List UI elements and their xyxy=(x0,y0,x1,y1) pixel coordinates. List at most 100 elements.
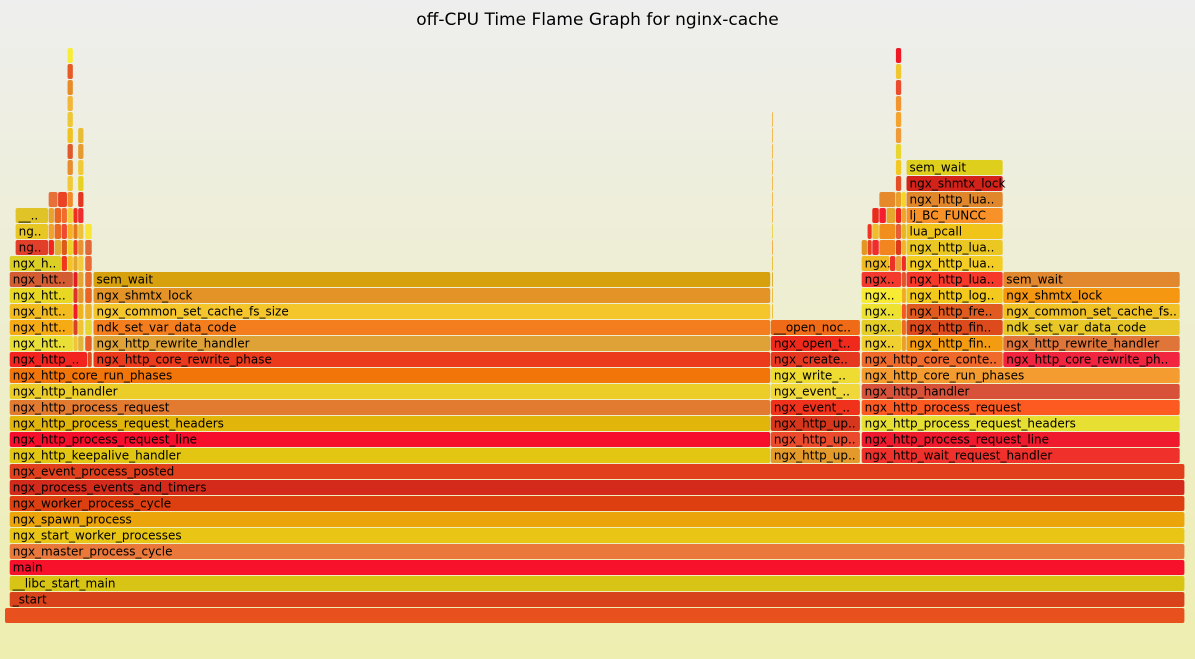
frame[interactable]: ngx_http_core_run_phases xyxy=(9,368,771,383)
frame[interactable] xyxy=(85,224,92,239)
frame[interactable] xyxy=(67,48,73,63)
frame[interactable] xyxy=(78,208,84,223)
frame[interactable]: ngx_create.. xyxy=(770,352,860,367)
frame[interactable]: ngx_common_set_cache_fs_size xyxy=(93,304,771,319)
frame[interactable]: ngx_spawn_process xyxy=(9,512,1185,527)
frame[interactable]: ngx_http_core_rewrite_ph.. xyxy=(1003,352,1180,367)
frame[interactable] xyxy=(54,208,62,223)
frame[interactable]: ngx_htt.. xyxy=(9,272,73,287)
frame[interactable] xyxy=(67,240,73,255)
frame[interactable]: ngx_htt.. xyxy=(9,336,73,351)
frame[interactable]: ngx_master_process_cycle xyxy=(9,544,1185,559)
frame[interactable]: ngx_shmtx_lock xyxy=(906,176,1006,191)
frame[interactable] xyxy=(901,320,906,335)
frame[interactable] xyxy=(67,128,73,143)
frame[interactable] xyxy=(78,160,84,175)
frame[interactable] xyxy=(78,336,84,351)
frame[interactable]: ngx_event_.. xyxy=(770,400,860,415)
frame[interactable]: ngx_http_rewrite_handler xyxy=(1003,336,1180,351)
frame[interactable]: ngx_write_.. xyxy=(770,368,860,383)
frame[interactable]: ngx_http_wait_request_handler xyxy=(861,448,1180,463)
frame[interactable]: ngx_http_up.. xyxy=(770,416,860,431)
frame[interactable] xyxy=(73,240,78,255)
frame[interactable] xyxy=(772,112,773,127)
frame[interactable] xyxy=(772,208,773,223)
frame[interactable] xyxy=(78,144,84,159)
frame[interactable] xyxy=(73,256,78,271)
frame[interactable] xyxy=(78,176,84,191)
frame[interactable]: __.. xyxy=(15,208,49,223)
frame[interactable] xyxy=(772,144,773,159)
frame[interactable]: ngx.. xyxy=(861,320,902,335)
frame[interactable] xyxy=(895,160,902,175)
frame[interactable]: main xyxy=(9,560,1185,575)
frame[interactable]: ngx_http_process_request xyxy=(9,400,771,415)
frame[interactable]: _start xyxy=(9,592,1185,607)
frame[interactable] xyxy=(61,208,67,223)
frame[interactable]: lj_BC_FUNCC xyxy=(906,208,1003,223)
frame[interactable]: ngx.. xyxy=(861,288,902,303)
frame[interactable] xyxy=(895,64,902,79)
frame[interactable] xyxy=(901,304,906,319)
frame[interactable] xyxy=(67,112,73,127)
frame[interactable] xyxy=(73,288,78,303)
frame[interactable]: sem_wait xyxy=(93,272,771,287)
frame[interactable]: __libc_start_main xyxy=(9,576,1185,591)
frame[interactable]: ngx_http_process_request xyxy=(861,400,1180,415)
frame[interactable] xyxy=(78,240,84,255)
frame[interactable]: __open_noc.. xyxy=(770,320,860,335)
frame[interactable] xyxy=(67,208,73,223)
frame[interactable] xyxy=(5,608,1185,623)
frame[interactable]: ngx_http_core_rewrite_phase xyxy=(93,352,771,367)
frame[interactable]: ngx_http_fin.. xyxy=(906,320,1003,335)
frame[interactable]: sem_wait xyxy=(1003,272,1180,287)
frame[interactable] xyxy=(67,80,73,95)
frame[interactable] xyxy=(895,96,902,111)
frame[interactable]: ngx_http_process_request_headers xyxy=(861,416,1180,431)
frame[interactable] xyxy=(78,304,84,319)
frame[interactable]: ngx_http_up.. xyxy=(770,432,860,447)
frame[interactable] xyxy=(867,240,872,255)
frame[interactable] xyxy=(78,272,84,287)
frame[interactable] xyxy=(895,208,902,223)
frame[interactable] xyxy=(61,256,67,271)
frame[interactable]: ngx_http_fin.. xyxy=(906,336,1003,351)
frame[interactable] xyxy=(890,256,896,271)
frame[interactable] xyxy=(73,208,78,223)
frame[interactable] xyxy=(879,224,896,239)
frame[interactable]: ngx_http_process_request_line xyxy=(861,432,1180,447)
frame[interactable]: ngx_http_lua.. xyxy=(906,192,1003,207)
frame[interactable] xyxy=(772,160,773,175)
frame[interactable]: ngx_htt.. xyxy=(9,320,73,335)
frame[interactable]: ngx_http_lua.. xyxy=(906,272,1003,287)
frame[interactable] xyxy=(73,320,78,335)
frame[interactable] xyxy=(861,240,867,255)
frame[interactable] xyxy=(67,176,73,191)
frame[interactable] xyxy=(85,320,92,335)
frame[interactable] xyxy=(73,304,78,319)
frame[interactable] xyxy=(772,256,773,271)
frame[interactable] xyxy=(895,144,902,159)
frame[interactable]: ngx_start_worker_processes xyxy=(9,528,1185,543)
frame[interactable] xyxy=(54,240,62,255)
frame[interactable] xyxy=(895,240,902,255)
frame[interactable] xyxy=(901,272,906,287)
frame[interactable]: ngx_http_process_request_line xyxy=(9,432,771,447)
frame[interactable] xyxy=(886,208,896,223)
frame[interactable]: ng.. xyxy=(15,224,49,239)
frame[interactable] xyxy=(772,128,773,143)
frame[interactable] xyxy=(85,288,92,303)
frame[interactable]: ngx_http_process_request_headers xyxy=(9,416,771,431)
frame[interactable] xyxy=(67,64,73,79)
frame[interactable]: ngx_h.. xyxy=(9,256,62,271)
frame[interactable]: ndk_set_var_data_code xyxy=(93,320,771,335)
frame[interactable] xyxy=(895,176,902,191)
frame[interactable]: ngx_http_rewrite_handler xyxy=(93,336,771,351)
frame[interactable] xyxy=(78,288,84,303)
frame[interactable] xyxy=(901,288,906,303)
frame[interactable] xyxy=(67,96,73,111)
frame[interactable] xyxy=(61,224,67,239)
frame[interactable] xyxy=(67,224,73,239)
frame[interactable]: ngx_common_set_cache_fs.. xyxy=(1003,304,1180,319)
frame[interactable] xyxy=(872,224,879,239)
